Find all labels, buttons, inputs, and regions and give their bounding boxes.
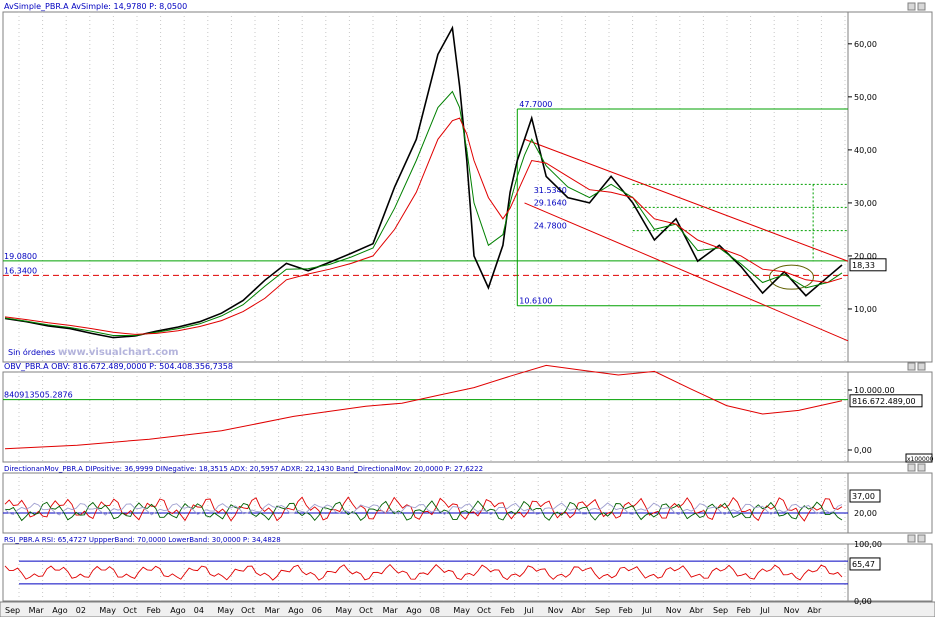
price-annotation: 29.1640 — [534, 198, 567, 207]
obv-line — [4, 364, 843, 450]
obv-scale-box — [905, 453, 933, 463]
y-tick-label: 50,00 — [854, 93, 877, 102]
price-annotation: 24.7800 — [534, 222, 567, 231]
trend-channel-upper — [524, 138, 849, 262]
price-panel-header: AvSimple_PBR.A AvSimple: 14,9780 P: 8,05… — [4, 2, 187, 11]
axis-frame-2 — [847, 472, 933, 534]
x-tick-label: May — [99, 606, 116, 615]
last-value-label: 18,33 — [852, 261, 875, 270]
obv-panel-header: OBV_PBR.A OBV: 816.672.489,0000 P: 504.4… — [4, 362, 233, 371]
y-tick-label: 10,00 — [854, 305, 877, 314]
panel-close-icon — [917, 534, 926, 543]
x-tick-label: 04 — [194, 606, 204, 615]
price-annotation: 10.6100 — [519, 297, 552, 306]
x-tick-label: 02 — [76, 606, 86, 615]
panel-frame-2 — [2, 472, 849, 534]
x-tick-label: 06 — [312, 606, 322, 615]
overlay-button[interactable]: Sin órdenes — [8, 347, 55, 357]
axis-frame-1 — [847, 371, 933, 463]
x-tick-label: Sep — [595, 606, 610, 615]
time-axis-bar — [0, 601, 935, 617]
last-value-box — [849, 258, 887, 272]
x-tick-label: Abr — [571, 606, 586, 615]
panel-frame-0 — [2, 11, 849, 363]
x-tick-label: Nov — [784, 606, 800, 615]
axis-frame-3 — [847, 543, 933, 602]
dm-last-value-label: 37,00 — [852, 492, 875, 501]
x-tick-label: Oct — [241, 606, 255, 615]
panel-close-icon — [917, 463, 926, 472]
dm-last-value-box — [849, 489, 881, 503]
obv-scale-label: x100000 — [907, 456, 934, 463]
svg-text:AvSimple_PBR.A AvSimple: 14,9: AvSimple_PBR.A AvSimple: 14,9780 P: 8,05… — [4, 2, 187, 11]
panel-resize-icon — [907, 2, 916, 11]
y-tick-label: 30,00 — [854, 199, 877, 208]
y-tick-label: 40,00 — [854, 146, 877, 155]
x-tick-label: Feb — [737, 606, 751, 615]
y-tick-label: 10.000.00 — [854, 386, 895, 395]
y-tick-label: 0,00 — [854, 446, 872, 455]
obv-last-value-box — [849, 394, 923, 408]
y-tick-label: 20,00 — [854, 509, 877, 518]
x-tick-label: Mar — [265, 606, 281, 615]
x-tick-label: Nov — [666, 606, 682, 615]
directional-panel-header: DirectionanMov_PBR.A DIPositive: 36,9999… — [4, 465, 483, 473]
panel-frame-1 — [2, 371, 849, 463]
rsi-last-value-label: 65,47 — [852, 560, 875, 569]
rsi-last-value-box — [849, 557, 881, 571]
x-tick-label: Sep — [5, 606, 20, 615]
y-tick-label: 20,00 — [854, 252, 877, 261]
x-tick-label: Mar — [383, 606, 399, 615]
x-tick-label: Ago — [288, 606, 304, 615]
ma-long-line — [4, 117, 843, 335]
x-tick-label: Sep — [713, 606, 728, 615]
panel-close-icon — [917, 362, 926, 371]
x-tick-label: Abr — [807, 606, 822, 615]
x-tick-label: Jul — [641, 606, 652, 615]
obv-last-value-label: 816.672.489,00 — [852, 397, 916, 406]
x-tick-label: Abr — [689, 606, 704, 615]
x-tick-label: Feb — [501, 606, 515, 615]
x-tick-label: 08 — [430, 606, 440, 615]
x-tick-label: Ago — [170, 606, 186, 615]
x-tick-label: Ago — [52, 606, 68, 615]
ma-short-line — [4, 90, 843, 336]
price-annotation: 16.3400 — [4, 266, 37, 275]
x-tick-label: Mar — [29, 606, 45, 615]
x-tick-label: Feb — [619, 606, 633, 615]
price-line — [4, 25, 843, 339]
y-tick-label: 60,00 — [854, 40, 877, 49]
x-tick-label: Oct — [359, 606, 373, 615]
rsi-line — [4, 563, 843, 581]
price-annotation: 31.5340 — [534, 186, 567, 195]
rsi-panel-header: RSI_PBR.A RSI: 65,4727 UppperBand: 70,00… — [4, 536, 281, 544]
x-tick-label: May — [335, 606, 352, 615]
x-tick-label: Oct — [123, 606, 137, 615]
price-annotation: 47.7000 — [519, 100, 552, 109]
adx-line — [4, 502, 843, 516]
y-tick-label: 0,00 — [854, 597, 872, 606]
x-tick-label: Nov — [548, 606, 564, 615]
panel-resize-icon — [907, 362, 916, 371]
trend-channel-lower — [524, 202, 849, 342]
x-tick-label: Oct — [477, 606, 491, 615]
x-tick-label: Jul — [523, 606, 534, 615]
panel-close-icon — [917, 2, 926, 11]
x-tick-label: May — [217, 606, 234, 615]
watermark: www.visualchart.com — [58, 347, 179, 358]
x-tick-label: Ago — [406, 606, 422, 615]
y-tick-label: 100,00 — [854, 540, 882, 549]
di-negative-line — [4, 500, 843, 522]
x-tick-label: May — [453, 606, 470, 615]
highlight-ellipse — [768, 264, 814, 290]
axis-frame-0 — [847, 11, 933, 363]
obv-annotation: 840913505.2876 — [4, 391, 73, 400]
panel-resize-icon — [907, 463, 916, 472]
x-tick-label: Jul — [759, 606, 770, 615]
panel-resize-icon — [907, 534, 916, 543]
price-annotation: 19.0800 — [4, 252, 37, 261]
panel-frame-3 — [2, 543, 849, 602]
x-tick-label: Feb — [147, 606, 161, 615]
